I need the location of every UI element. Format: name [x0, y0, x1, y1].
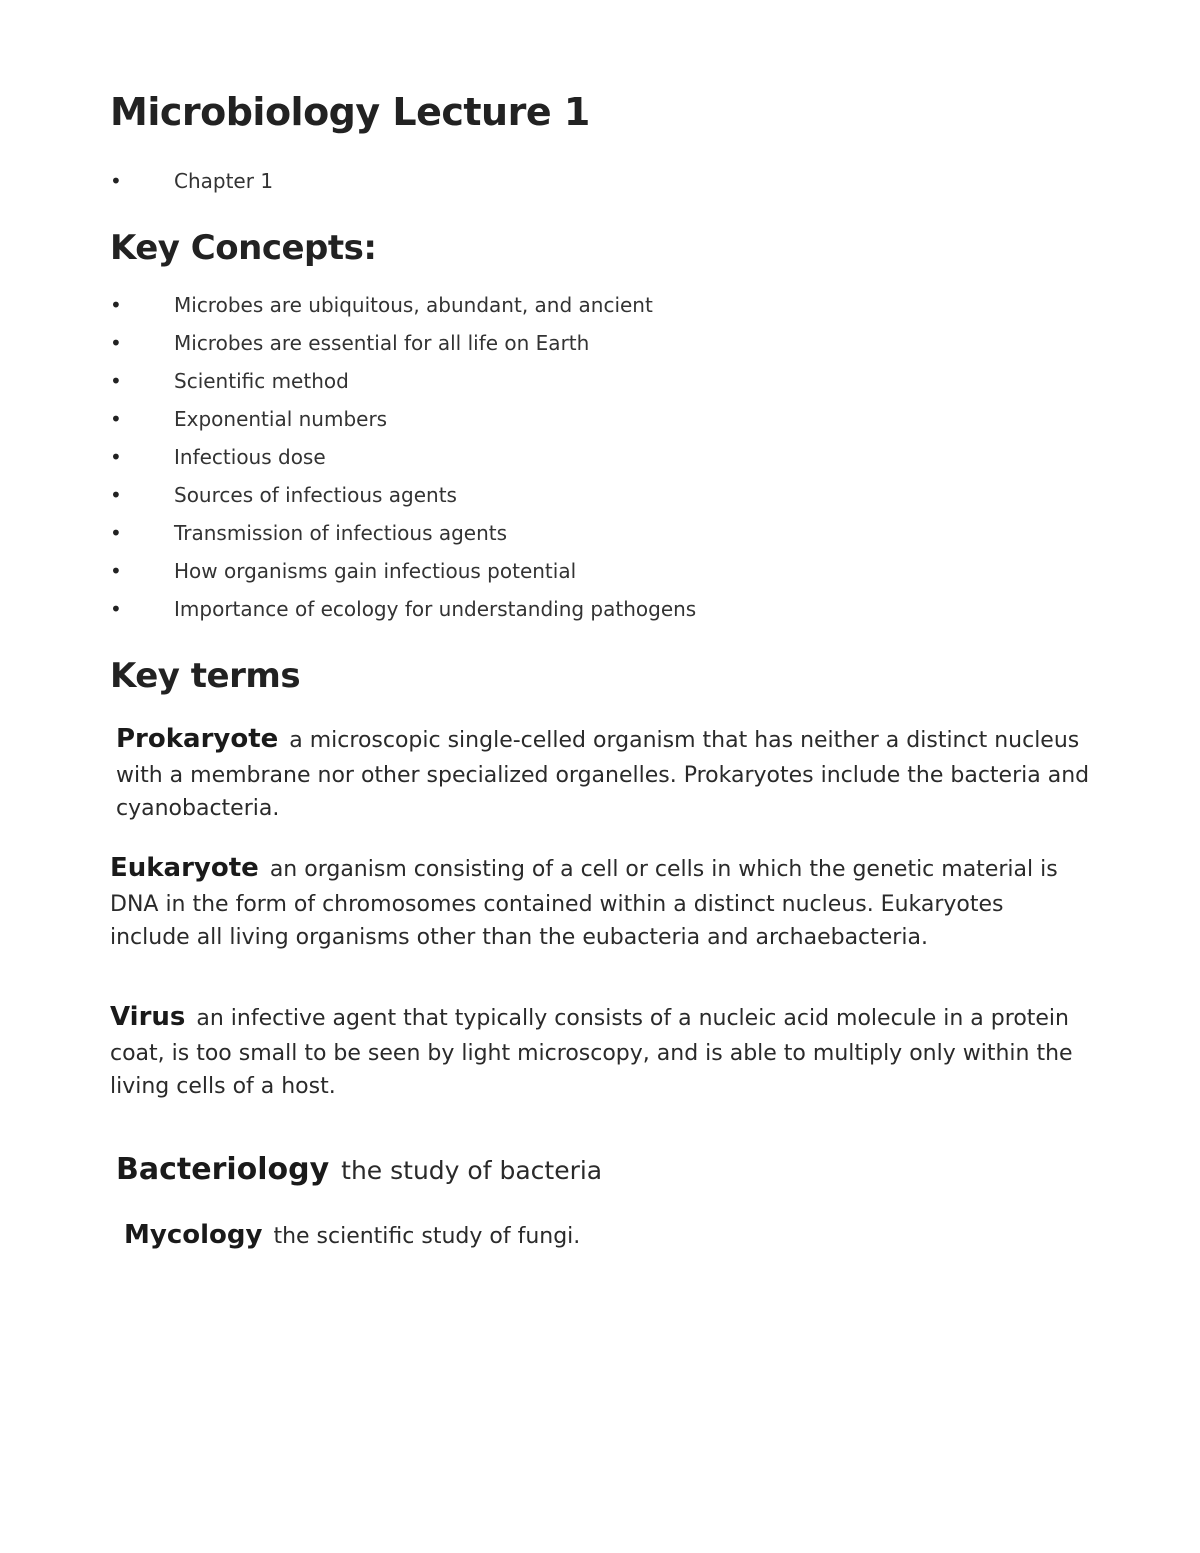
list-item: Exponential numbers: [110, 400, 1090, 438]
list-item: Scientific method: [110, 362, 1090, 400]
list-item: Transmission of infectious agents: [110, 514, 1090, 552]
term-label: Mycology: [124, 1220, 262, 1250]
list-item: Microbes are essential for all life on E…: [110, 324, 1090, 362]
list-item: Sources of infectious agents: [110, 476, 1090, 514]
term-virus: Virus an infective agent that typically …: [110, 998, 1090, 1103]
term-prokaryote: Prokaryote a microscopic single-celled o…: [110, 720, 1090, 825]
chapter-list: Chapter 1: [110, 162, 1090, 200]
key-concepts-heading: Key Concepts:: [110, 228, 1090, 268]
term-definition: an infective agent that typically consis…: [110, 1006, 1073, 1099]
key-concepts-list: Microbes are ubiquitous, abundant, and a…: [110, 286, 1090, 628]
term-definition: the study of bacteria: [341, 1156, 602, 1185]
list-item: How organisms gain infectious potential: [110, 552, 1090, 590]
key-terms-heading: Key terms: [110, 656, 1090, 696]
list-item: Importance of ecology for understanding …: [110, 590, 1090, 628]
term-mycology: Mycology the scientific study of fungi.: [110, 1216, 1090, 1255]
term-definition: the scientific study of fungi.: [273, 1224, 580, 1249]
term-eukaryote: Eukaryote an organism consisting of a ce…: [110, 849, 1090, 954]
list-item: Chapter 1: [110, 162, 1090, 200]
page-title: Microbiology Lecture 1: [110, 90, 1090, 134]
term-bacteriology: Bacteriology the study of bacteria: [110, 1147, 1090, 1192]
list-item: Infectious dose: [110, 438, 1090, 476]
term-label: Bacteriology: [116, 1152, 329, 1187]
term-label: Prokaryote: [116, 724, 278, 754]
term-label: Eukaryote: [110, 853, 259, 883]
list-item: Microbes are ubiquitous, abundant, and a…: [110, 286, 1090, 324]
term-label: Virus: [110, 1002, 185, 1032]
